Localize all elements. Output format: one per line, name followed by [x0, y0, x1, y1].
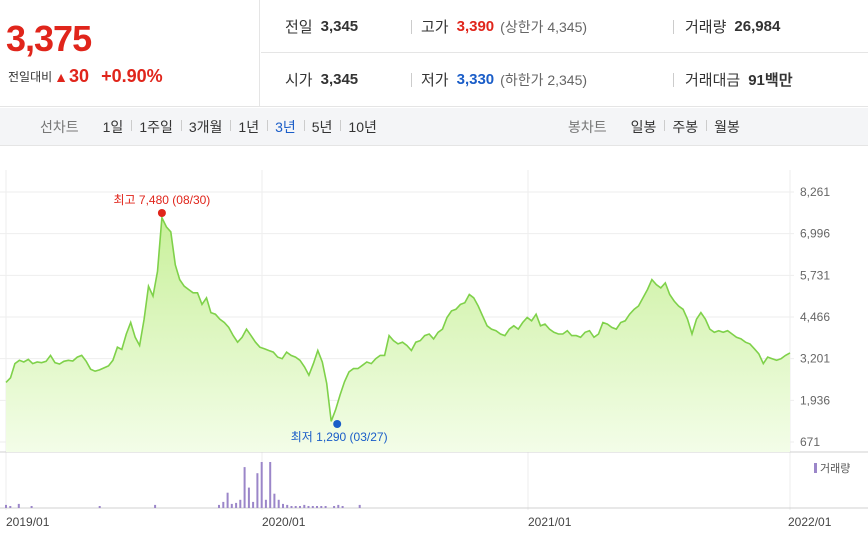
volume-bar: [311, 506, 314, 508]
low-price: 저가 3,330 (하한가 2,345): [421, 71, 588, 89]
tab-1w[interactable]: 1주일: [131, 117, 181, 137]
x-axis-labels: 2019/01 2020/01 2021/01 2022/01: [6, 515, 832, 529]
volume-bar: [9, 506, 12, 508]
y-tick-label: 1,936: [800, 393, 830, 407]
stats-row-1: 전일 3,345 고가 3,390 (상한가 4,345) 거래량 26,984: [261, 0, 868, 53]
change-percent: +0.90%: [101, 66, 163, 86]
y-tick-label: 5,731: [800, 268, 830, 282]
current-price: 3,375: [6, 18, 92, 59]
volume-bar: [333, 506, 336, 508]
price-area: [6, 217, 790, 452]
divider: [673, 73, 674, 87]
volume-stat: 거래량 26,984: [685, 18, 781, 36]
y-tick-label: 6,996: [800, 227, 830, 241]
high-price: 고가 3,390 (상한가 4,345): [421, 18, 588, 36]
volume-bar: [98, 506, 101, 508]
trade-amount: 거래대금 91백만: [685, 72, 793, 89]
volume-bar: [17, 503, 20, 508]
price-box: 3,375 전일대비 ▲ 30 +0.90%: [0, 0, 260, 107]
tab-3y[interactable]: 3년: [267, 117, 304, 137]
prev-close: 전일 3,345: [285, 18, 359, 36]
y-axis-labels: 8,261 6,996 5,731 4,466 3,201 1,936 671: [800, 185, 830, 449]
volume-bar: [307, 506, 310, 508]
open-price: 시가 3,345: [285, 71, 359, 89]
tab-daily[interactable]: 일봉: [630, 119, 657, 135]
divider: [673, 20, 674, 34]
x-tick-label: 2019/01: [6, 515, 50, 529]
change-label: 전일대비: [8, 70, 53, 84]
volume-bar: [341, 506, 344, 508]
volume-legend: 거래량: [814, 462, 850, 475]
y-tick-label: 8,261: [800, 185, 830, 199]
volume-bar: [226, 492, 229, 508]
volume-bar: [235, 502, 238, 508]
volume-bar: [5, 504, 7, 508]
quote-panel: 3,375 전일대비 ▲ 30 +0.90% 전일 3,345 고가 3,390…: [0, 0, 868, 107]
tab-5y[interactable]: 5년: [303, 117, 341, 137]
candle-chart-label: 봉차트: [568, 119, 607, 135]
tab-weekly[interactable]: 주봉: [664, 117, 706, 137]
divider: [411, 20, 412, 34]
volume-bar: [260, 462, 263, 508]
line-chart-label: 선차트: [40, 119, 79, 135]
chart-tabs-bar: 선차트 1일 1주일 3개월 1년 3년 5년 10년 봉차트 일봉 주봉 월봉: [0, 108, 868, 146]
volume-bar: [299, 506, 301, 508]
x-tick-label: 2021/01: [528, 515, 572, 529]
line-chart-tabs: 선차트 1일 1주일 3개월 1년 3년 5년 10년: [40, 108, 385, 146]
volume-bar: [358, 504, 361, 508]
volume-legend-label: 거래량: [820, 462, 850, 475]
volume-bar: [239, 499, 242, 508]
volume-bar: [154, 504, 157, 508]
x-tick-label: 2020/01: [262, 515, 306, 529]
volume-bar: [230, 503, 233, 508]
high-marker: [157, 209, 166, 217]
volume-bar: [286, 504, 289, 508]
volume-bar: [320, 506, 323, 508]
x-tick-label: 2022/01: [788, 515, 832, 529]
divider: [411, 73, 412, 87]
volume-bar: [252, 501, 255, 508]
candle-chart-tabs: 봉차트 일봉 주봉 월봉: [568, 108, 748, 146]
low-annotation: 최저 1,290 (03/27): [291, 430, 388, 444]
volume-bar: [277, 499, 280, 508]
tab-3m[interactable]: 3개월: [180, 117, 231, 137]
quote-stats: 전일 3,345 고가 3,390 (상한가 4,345) 거래량 26,984…: [261, 0, 868, 107]
price-line: [5, 214, 791, 422]
volume-bar: [282, 503, 284, 508]
stats-row-2: 시가 3,345 저가 3,330 (하한가 2,345) 거래대금 91백만: [261, 53, 868, 106]
volume-bar: [256, 473, 259, 508]
volume-bar: [303, 504, 306, 508]
tab-1d[interactable]: 1일: [102, 119, 124, 135]
volume-bar: [269, 462, 272, 508]
volume-bars: [5, 462, 361, 508]
volume-bar: [290, 506, 293, 508]
price-change: 전일대비 ▲ 30 +0.90%: [8, 66, 163, 87]
up-triangle-icon: ▲: [54, 68, 69, 85]
change-amount: 30: [69, 66, 90, 86]
low-marker: [333, 420, 342, 428]
volume-bar: [316, 506, 318, 508]
chart-annotations: 최고 7,480 (08/30) 최저 1,290 (03/27): [114, 193, 388, 444]
volume-bar: [243, 467, 246, 508]
tab-10y[interactable]: 10년: [340, 117, 384, 137]
high-annotation: 최고 7,480 (08/30): [114, 193, 211, 207]
tab-1y[interactable]: 1년: [230, 117, 267, 137]
volume-bar: [324, 506, 327, 508]
volume-bar: [337, 504, 340, 508]
y-tick-label: 4,466: [800, 310, 830, 324]
price-chart: 8,261 6,996 5,731 4,466 3,201 1,936 671 최고 7,4…: [0, 170, 868, 529]
volume-bar: [247, 487, 250, 508]
volume-bar: [30, 506, 33, 508]
y-tick-label: 3,201: [800, 352, 830, 366]
y-tick-label: 671: [800, 435, 820, 449]
volume-bar: [218, 504, 220, 508]
tab-monthly[interactable]: 월봉: [706, 117, 748, 137]
volume-bar: [273, 493, 276, 508]
volume-bar: [222, 501, 225, 508]
volume-bar: [264, 499, 267, 508]
volume-bar: [294, 506, 297, 508]
